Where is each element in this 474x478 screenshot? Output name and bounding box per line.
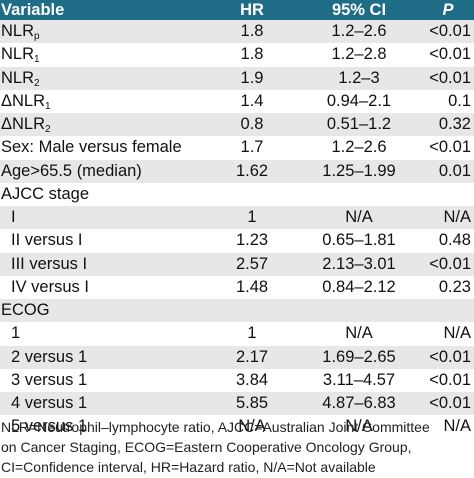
row-hr: 1.48 <box>235 277 269 296</box>
header-hr: HR <box>240 0 264 19</box>
table-row: 4 versus 1 5.85 4.87–6.83 <0.01 <box>0 392 474 416</box>
row-p: <0.01 <box>429 138 471 157</box>
row-p: <0.01 <box>429 68 471 87</box>
row-variable: NLRp <box>1 22 40 43</box>
row-ci: 3.11–4.57 <box>322 370 396 389</box>
row-p: N/A <box>443 208 471 227</box>
row-p: <0.01 <box>429 394 471 413</box>
table-row: IV versus I 1.48 0.84–2.12 0.23 <box>0 276 474 299</box>
table-row: Sex: Male versus female 1.7 1.2–2.6 <0.0… <box>0 136 474 159</box>
table-row: Age>65.5 (median) 1.62 1.25–1.99 0.01 <box>0 159 474 183</box>
row-p: <0.01 <box>429 254 471 273</box>
row-hr: 5.85 <box>235 394 269 413</box>
row-variable: 2 versus 1 <box>11 347 88 366</box>
row-ci: 0.51–1.2 <box>326 115 392 134</box>
row-hr: 1 <box>247 324 257 343</box>
row-hr: 1.9 <box>240 68 264 87</box>
footnote-line: on Cancer Staging, ECOG=Eastern Cooperat… <box>1 439 412 455</box>
table-row: 1 1 N/A N/A <box>0 322 474 345</box>
section-label: AJCC stage <box>1 184 90 203</box>
row-hr: 1.4 <box>240 91 264 110</box>
section-row-ajcc: AJCC stage <box>0 183 474 206</box>
header-variable: Variable <box>1 0 65 19</box>
table-row: III versus I 2.57 2.13–3.01 <0.01 <box>0 252 474 276</box>
row-ci: 0.65–1.81 <box>322 231 396 250</box>
row-p: N/A <box>443 417 471 436</box>
table-row: 2 versus 1 2.17 1.69–2.65 <0.01 <box>0 345 474 369</box>
row-p: <0.01 <box>429 22 471 41</box>
row-ci: 1.2–2.8 <box>331 45 387 64</box>
row-hr: 1.7 <box>240 138 264 157</box>
header-ci: 95% CI <box>331 0 387 19</box>
footnote-line: NLR=Neutrophil–lymphocyte ratio, AJCC=Au… <box>1 419 430 435</box>
table-header: Variable HR 95% CI P <box>0 0 474 20</box>
row-ci: N/A <box>345 208 373 227</box>
row-variable: 5 versus 1 <box>11 417 88 436</box>
row-ci: 1.69–2.65 <box>322 347 396 366</box>
row-p: 0.48 <box>438 231 471 250</box>
row-p: <0.01 <box>429 347 471 366</box>
row-hr: 1 <box>247 208 257 227</box>
row-hr: 1.8 <box>240 45 264 64</box>
row-variable: ΔNLR1 <box>1 91 51 112</box>
row-p: <0.01 <box>429 370 471 389</box>
row-ci: 0.94–2.1 <box>326 91 392 110</box>
row-p: 0.23 <box>438 277 471 296</box>
table-row: II versus I 1.23 0.65–1.81 0.48 <box>0 229 474 252</box>
table-row: ΔNLR2 0.8 0.51–1.2 0.32 <box>0 113 474 137</box>
row-ci: 1.2–3 <box>338 68 380 87</box>
row-ci: 0.84–2.12 <box>322 277 396 296</box>
row-ci: N/A <box>345 324 373 343</box>
header-p: P <box>442 0 454 19</box>
table-row: 3 versus 1 3.84 3.11–4.57 <0.01 <box>0 369 474 392</box>
row-p: 0.1 <box>448 91 471 110</box>
row-p: 0.32 <box>438 115 471 134</box>
row-hr: 2.17 <box>235 347 269 366</box>
row-p: <0.01 <box>429 45 471 64</box>
results-table: Variable HR 95% CI P NLRp 1.8 1.2–2.6 <0… <box>0 0 474 438</box>
row-hr: N/A <box>238 417 266 436</box>
row-variable: NLR2 <box>1 68 40 89</box>
row-p: 0.01 <box>438 161 471 180</box>
table-row: NLRp 1.8 1.2–2.6 <0.01 <box>0 20 474 44</box>
table-row: NLR2 1.9 1.2–3 <0.01 <box>0 66 474 90</box>
row-ci: 1.2–2.6 <box>331 138 387 157</box>
table-row: NLR1 1.8 1.2–2.8 <0.01 <box>0 43 474 66</box>
row-p: N/A <box>443 324 471 343</box>
row-variable: I <box>11 208 16 227</box>
row-ci: N/A <box>345 417 373 436</box>
row-variable: 1 <box>11 324 21 343</box>
row-variable: 3 versus 1 <box>11 370 88 389</box>
row-hr: 1.23 <box>235 231 269 250</box>
row-hr: 1.62 <box>235 161 269 180</box>
row-ci: 1.25–1.99 <box>322 161 396 180</box>
row-hr: 3.84 <box>235 370 269 389</box>
row-ci: 4.87–6.83 <box>322 394 396 413</box>
row-variable: ΔNLR2 <box>1 115 51 136</box>
table-row: 5 versus 1 N/A N/A N/A <box>0 415 474 438</box>
section-label: ECOG <box>1 301 50 320</box>
table-row: ΔNLR1 1.4 0.94–2.1 0.1 <box>0 90 474 113</box>
footnote-line: CI=Confidence interval, HR=Hazard ratio,… <box>1 459 376 475</box>
row-variable: 4 versus 1 <box>11 394 88 413</box>
row-hr: 0.8 <box>240 115 264 134</box>
row-variable: Age>65.5 (median) <box>1 161 142 180</box>
row-ci: 1.2–2.6 <box>331 22 387 41</box>
row-hr: 1.8 <box>240 22 264 41</box>
row-ci: 2.13–3.01 <box>322 254 396 273</box>
row-variable: III versus I <box>11 254 88 273</box>
row-variable: II versus I <box>11 231 83 250</box>
table-row: I 1 N/A N/A <box>0 206 474 230</box>
row-variable: IV versus I <box>11 277 89 296</box>
row-variable: NLR1 <box>1 45 40 66</box>
section-row-ecog: ECOG <box>0 299 474 323</box>
table-footnote: NLR=Neutrophil–lymphocyte ratio, AJCC=Au… <box>0 417 474 477</box>
row-variable: Sex: Male versus female <box>1 138 182 157</box>
row-hr: 2.57 <box>235 254 269 273</box>
